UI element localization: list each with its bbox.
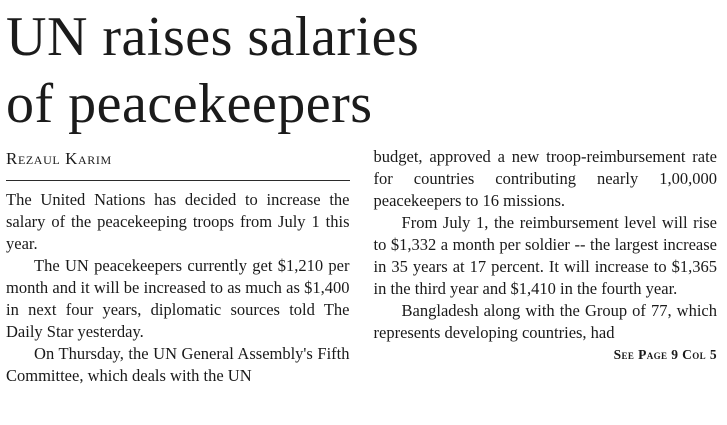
right-column: budget, approved a new troop-reimburseme… — [374, 146, 718, 387]
headline-line-1: UN raises salaries — [6, 6, 420, 68]
left-column: Rezaul Karim The United Nations has deci… — [6, 146, 350, 387]
headline: UN raises salaries of peacekeepers — [6, 4, 717, 138]
continuation-note: See Page 9 Col 5 — [613, 347, 717, 362]
paragraph-left-2: The UN peacekeepers currently get $1,210… — [6, 256, 350, 341]
article-body: Rezaul Karim The United Nations has deci… — [6, 146, 717, 387]
byline: Rezaul Karim — [6, 149, 112, 168]
paragraph-left-1: The United Nations has decided to increa… — [6, 190, 350, 253]
byline-rule — [6, 180, 350, 181]
paragraph-right-3: Bangladesh along with the Group of 77, w… — [373, 301, 718, 342]
paragraph-left-3: On Thursday, the UN General Assembly's F… — [6, 344, 350, 385]
headline-line-2: of peacekeepers — [6, 73, 373, 135]
paragraph-right-2: From July 1, the reimbursement level wil… — [373, 213, 718, 298]
paragraph-right-1: budget, approved a new troop-reimburseme… — [373, 147, 718, 210]
